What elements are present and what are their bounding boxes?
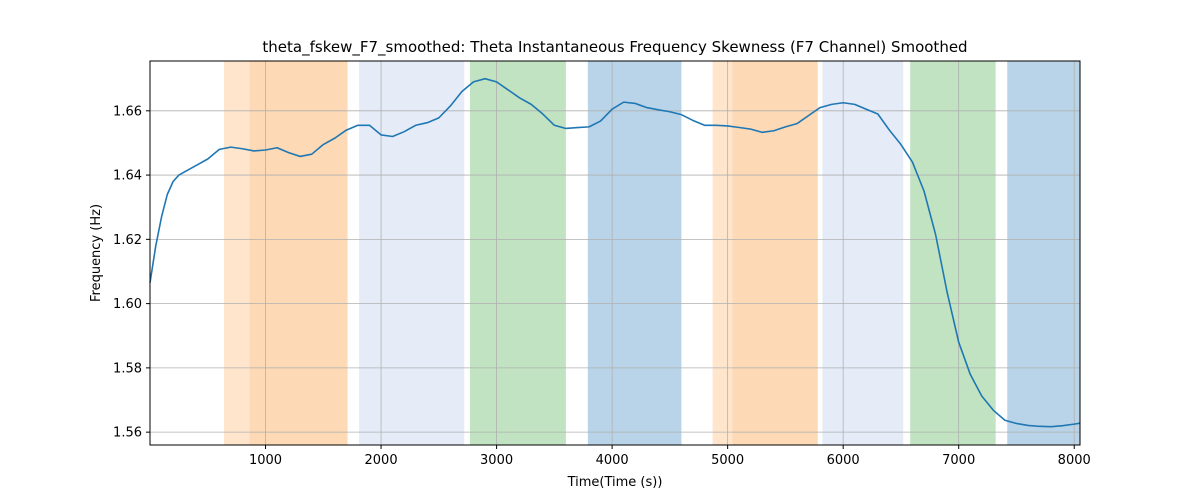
x-axis-ticks: 1000 2000 3000 4000 5000 6000 7000 8000: [249, 445, 1091, 468]
shaded-region-8: [822, 61, 904, 445]
y-tick-label-6: 1.66: [113, 104, 142, 119]
y-axis-ticks: 1.56 1.58 1.60 1.62 1.64 1.66: [113, 104, 150, 441]
grid-lines: [150, 61, 1080, 445]
series-line-1: [149, 77, 1081, 428]
shaded-region-2: [249, 61, 348, 445]
x-tick-label-2: 2000: [365, 453, 398, 468]
shaded-region-5: [587, 61, 682, 445]
y-tick-label-5: 1.64: [113, 169, 142, 184]
x-tick-label-5: 5000: [711, 453, 744, 468]
shaded-regions: [223, 61, 1080, 445]
shaded-region-10: [1007, 61, 1080, 445]
y-tick-label-4: 1.62: [113, 233, 142, 248]
x-tick-label-4: 4000: [596, 453, 629, 468]
y-axis-label: Frequency (Hz): [89, 204, 104, 302]
shaded-region-3: [359, 61, 465, 445]
x-tick-label-6: 6000: [827, 453, 860, 468]
y-tick-label-1: 1.56: [113, 426, 142, 441]
shaded-region-7: [732, 61, 818, 445]
x-tick-label-8: 8000: [1058, 453, 1091, 468]
shaded-region-1: [223, 61, 250, 445]
x-tick-label-3: 3000: [480, 453, 513, 468]
chart-title: theta_fskew_F7_smoothed: Theta Instantan…: [262, 38, 967, 57]
y-tick-label-3: 1.60: [113, 297, 142, 312]
plot-frame: [149, 60, 1081, 446]
shaded-region-9: [910, 61, 996, 445]
x-axis-label: Time(Time (s)): [567, 475, 663, 490]
x-tick-label-1: 1000: [249, 453, 282, 468]
y-tick-label-2: 1.58: [113, 361, 142, 376]
series-lines: [149, 77, 1081, 428]
shaded-region-6: [712, 61, 733, 445]
shaded-region-4: [470, 61, 566, 445]
x-tick-label-7: 7000: [942, 453, 975, 468]
